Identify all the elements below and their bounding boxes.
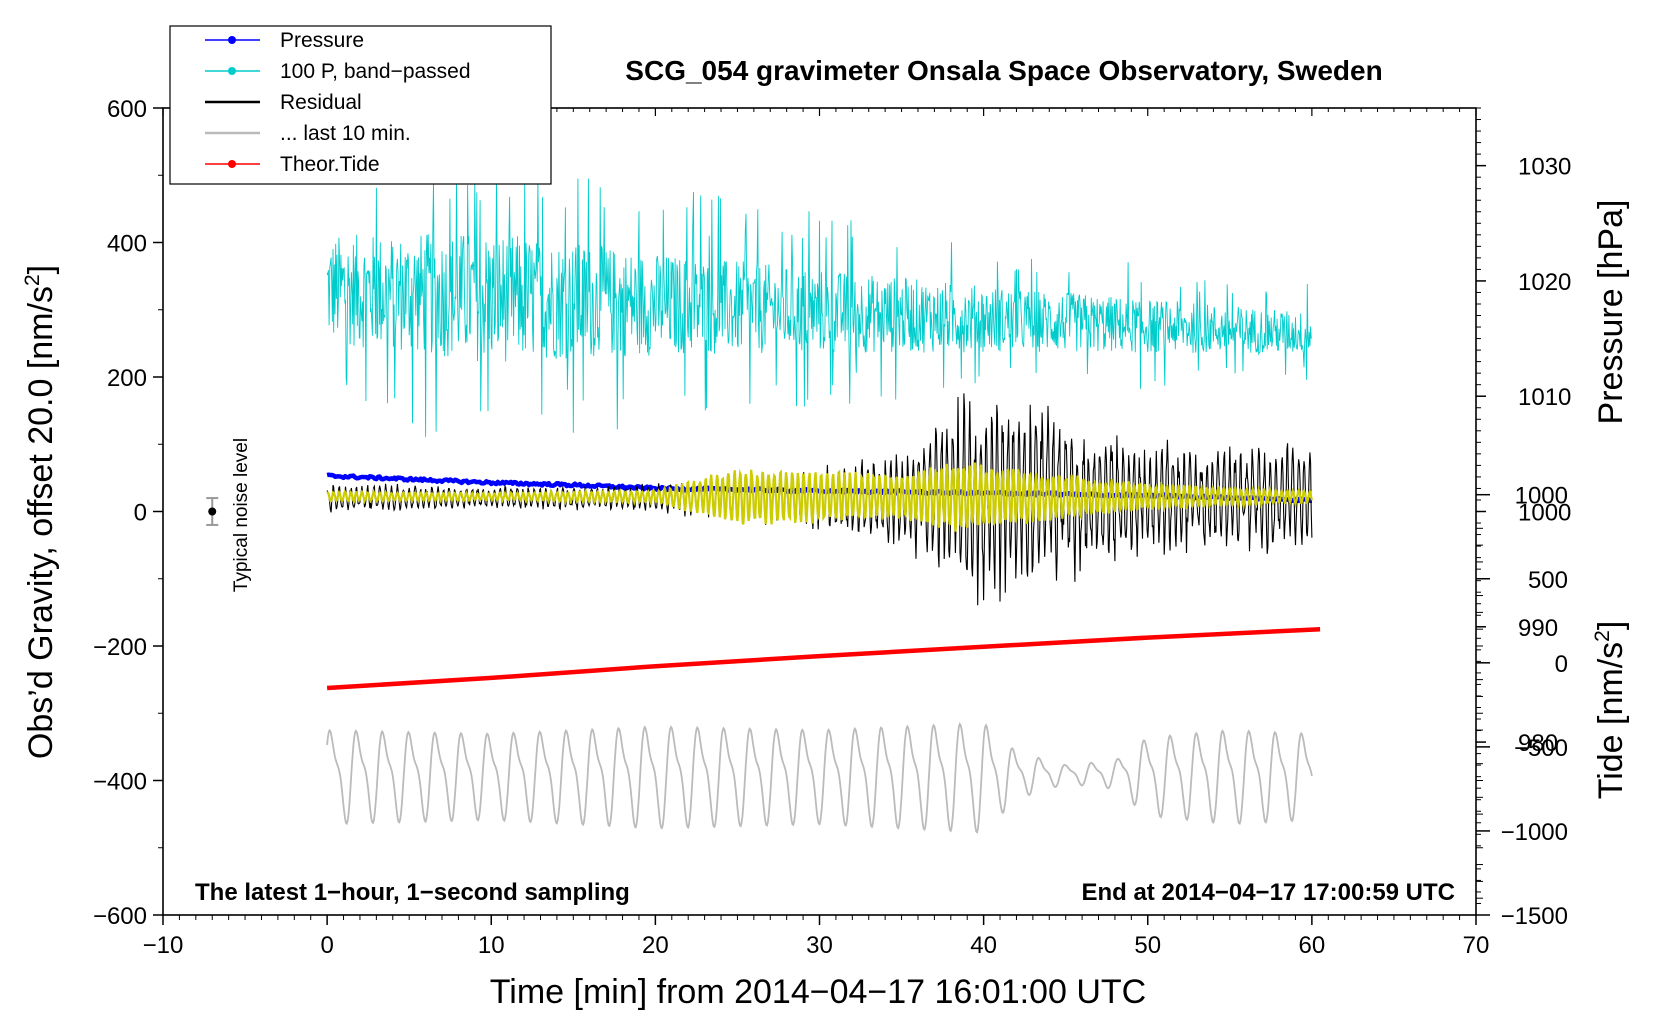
annotation-end-time: End at 2014−04−17 17:00:59 UTC <box>1081 879 1455 906</box>
y-tick-label: 600 <box>107 96 147 123</box>
chart-title: SCG_054 gravimeter Onsala Space Observat… <box>625 55 1382 86</box>
x-axis-title: Time [min] from 2014−04−17 16:01:00 UTC <box>490 973 1146 1011</box>
y-axis-right-pressure: 980 990 1000 1010 1020 1030 <box>1476 107 1571 904</box>
y-axis-right-tide-title-sup: 2 <box>1591 630 1614 642</box>
x-tick-label: −10 <box>143 932 184 959</box>
series-band-passed-pressure <box>326 178 1313 437</box>
pressure-tick-label: 1020 <box>1518 269 1571 296</box>
y-axis-right-tide-title-close: ] <box>1592 621 1630 630</box>
x-tick-label: 20 <box>642 932 669 959</box>
x-tick-label: 0 <box>320 932 333 959</box>
pressure-tick-label: 990 <box>1518 615 1558 642</box>
series-layer <box>326 178 1321 834</box>
y-axis-left-title-sup: 2 <box>21 274 44 286</box>
y-tick-label: 0 <box>134 500 147 527</box>
legend-label: 100 P, band−passed <box>280 60 471 83</box>
annotation-sampling: The latest 1−hour, 1−second sampling <box>195 879 630 906</box>
noise-level-marker <box>206 497 219 526</box>
pressure-tick-label: 980 <box>1518 730 1558 757</box>
legend-label: Residual <box>280 91 362 114</box>
series-residual-filtered <box>326 462 1313 532</box>
y-tick-label: −200 <box>93 634 147 661</box>
legend-label: ... last 10 min. <box>280 122 411 145</box>
series-theoretical-tide <box>326 626 1321 691</box>
x-tick-label: 30 <box>806 932 833 959</box>
x-tick-label: 60 <box>1299 932 1326 959</box>
tide-tick-label: 500 <box>1528 567 1568 594</box>
series-last-10-min <box>326 722 1313 834</box>
y-axis-right-tide-title: Tide [nm/s2] <box>1591 621 1630 800</box>
y-axis-left-title: Obs’d Gravity, offset 20.0 [nm/s2] <box>21 265 60 759</box>
legend: Pressure 100 P, band−passed Residual ... la… <box>169 25 552 185</box>
y-tick-label: −400 <box>93 769 147 796</box>
x-tick-label: 50 <box>1134 932 1161 959</box>
tide-tick-label: −1000 <box>1501 819 1568 846</box>
legend-label: Theor.Tide <box>280 153 380 176</box>
y-axis-left: −600 −400 −200 0 200 400 600 <box>93 96 163 930</box>
y-axis-left-title-main: Obs’d Gravity, offset 20.0 [nm/s <box>22 286 60 759</box>
x-tick-label: 70 <box>1463 932 1490 959</box>
tide-tick-label: 0 <box>1555 651 1568 678</box>
tide-tick-label: −500 <box>1514 735 1568 762</box>
noise-point <box>208 507 217 516</box>
y-tick-label: −600 <box>93 903 147 930</box>
y-axis-right-pressure-title: Pressure [hPa] <box>1592 200 1630 425</box>
y-axis-left-title-close: ] <box>22 265 60 274</box>
x-axis: −10 0 10 20 30 40 50 60 70 <box>143 108 1490 959</box>
y-axis-right-tide: −1500 −1000 −500 0 500 1000 <box>1476 483 1568 930</box>
y-tick-label: 400 <box>107 231 147 258</box>
tide-tick-label: −1500 <box>1501 903 1568 930</box>
x-tick-label: 10 <box>478 932 505 959</box>
legend-box <box>169 25 552 185</box>
tide-tick-label: 1000 <box>1515 483 1568 510</box>
noise-level-label: Typical noise level <box>231 438 252 592</box>
y-axis-right-tide-title-main: Tide [nm/s <box>1592 642 1630 799</box>
x-tick-label: 40 <box>970 932 997 959</box>
legend-label: Pressure <box>280 29 364 52</box>
pressure-tick-label: 1030 <box>1518 154 1571 181</box>
pressure-tick-label: 1010 <box>1518 384 1571 411</box>
legend-marker <box>228 67 236 75</box>
y-tick-label: 200 <box>107 365 147 392</box>
legend-marker <box>228 36 236 44</box>
legend-marker <box>228 160 236 168</box>
pressure-tick-label: 1000 <box>1518 500 1571 527</box>
